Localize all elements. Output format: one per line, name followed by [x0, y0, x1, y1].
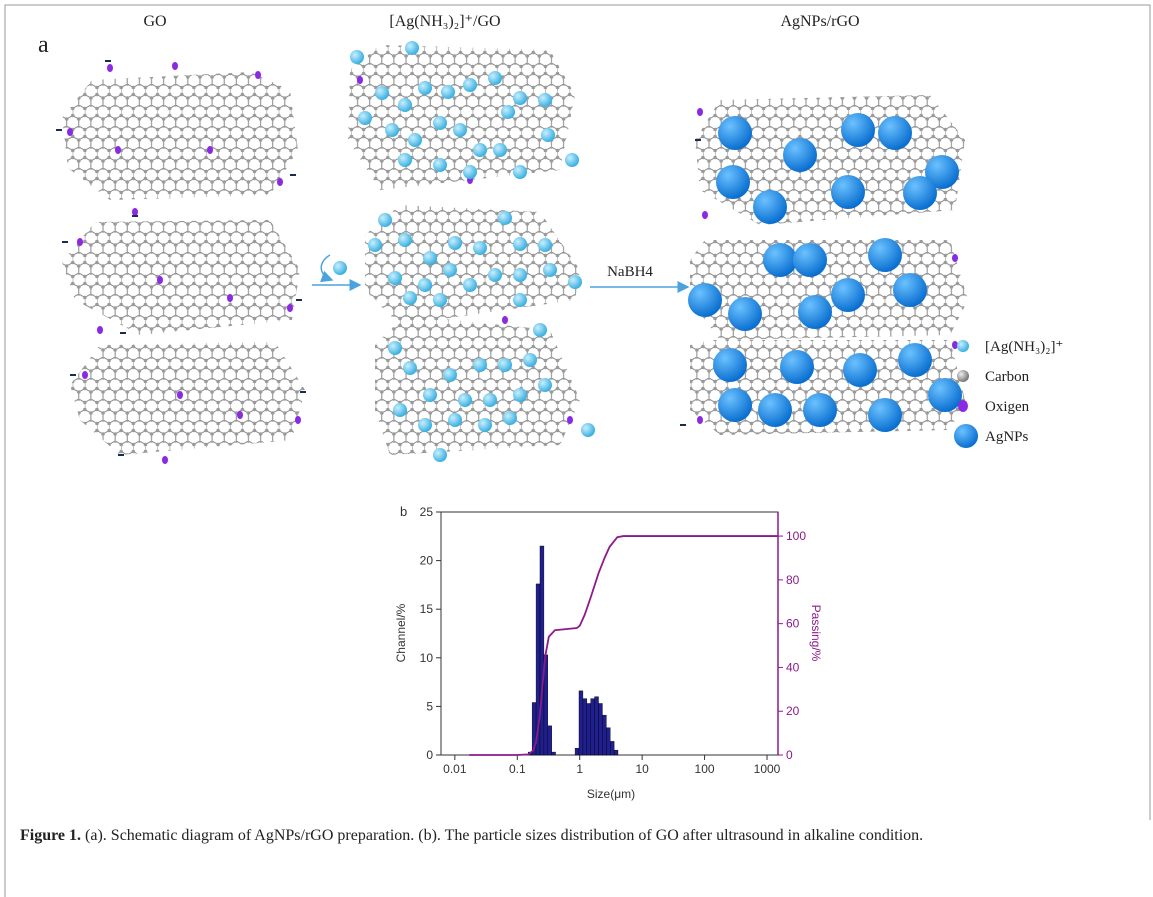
legend-label: Oxigen: [985, 399, 1030, 415]
caption-label: Figure 1.: [20, 827, 81, 844]
bar: [575, 748, 579, 755]
panel-label: a: [38, 32, 49, 58]
bar: [587, 703, 591, 755]
y-tick-label: 25: [420, 505, 434, 519]
y2-tick-label: 20: [786, 704, 800, 718]
bar: [599, 703, 603, 755]
x-tick-label: 100: [695, 762, 715, 776]
y2-tick-label: 0: [786, 748, 793, 762]
page: a GO [Ag(NH₃)₂]⁺/GO AgNPs/rGO NaBH4: [0, 0, 1153, 897]
y-tick-label: 5: [426, 699, 433, 713]
bar: [595, 697, 599, 755]
legend-label: Carbon: [985, 369, 1030, 385]
bar: [591, 699, 595, 755]
caption-text: (a). Schematic diagram of AgNPs/rGO prep…: [85, 827, 923, 844]
reagent: NaBH4: [607, 264, 653, 280]
y-tick-label: 20: [420, 554, 434, 568]
y-tick-label: 10: [420, 651, 434, 665]
bar: [602, 715, 606, 755]
bar: [579, 691, 583, 755]
x-tick-label: 10: [635, 762, 649, 776]
y-tick-label: 0: [426, 748, 433, 762]
y2-tick-label: 80: [786, 573, 800, 587]
stage-title: [Ag(NH₃)₂]⁺/GO: [389, 13, 500, 30]
bar: [548, 726, 552, 755]
caption: Figure 1. (a). Schematic diagram of AgNP…: [20, 826, 1120, 846]
bar: [606, 728, 610, 755]
x-tick-label: 1: [576, 762, 583, 776]
y2-axis-label: Passing/%: [809, 605, 823, 662]
legend: [Ag(NH₃)₂]⁺ Carbon Oxigen AgNPs: [954, 339, 1063, 448]
stage-title: AgNPs/rGO: [780, 13, 859, 30]
chart: b Size(μm) Channel/% Passing/% 051015202…: [394, 504, 823, 801]
legend-label: AgNPs: [985, 429, 1029, 445]
y2-tick-label: 60: [786, 617, 800, 631]
y2-tick-label: 40: [786, 660, 800, 674]
legend-label: [Ag(NH₃)₂]⁺: [985, 339, 1063, 355]
x-tick-label: 0.01: [443, 762, 467, 776]
x-axis-label: Size(μm): [587, 787, 635, 801]
y2-tick-label: 100: [786, 529, 806, 543]
y-tick-label: 15: [420, 602, 434, 616]
bar: [583, 699, 587, 755]
bar: [614, 750, 618, 755]
x-tick-label: 0.1: [509, 762, 526, 776]
figure: a GO [Ag(NH₃)₂]⁺/GO AgNPs/rGO NaBH4: [0, 0, 1153, 897]
bar: [610, 741, 614, 755]
bar: [552, 752, 556, 755]
cumulative-line: [469, 536, 778, 755]
bar: [540, 546, 544, 755]
x-tick-label: 1000: [754, 762, 781, 776]
stage-title: GO: [143, 13, 166, 30]
y-axis-label: Channel/%: [394, 603, 408, 662]
panel-label: b: [400, 504, 407, 519]
